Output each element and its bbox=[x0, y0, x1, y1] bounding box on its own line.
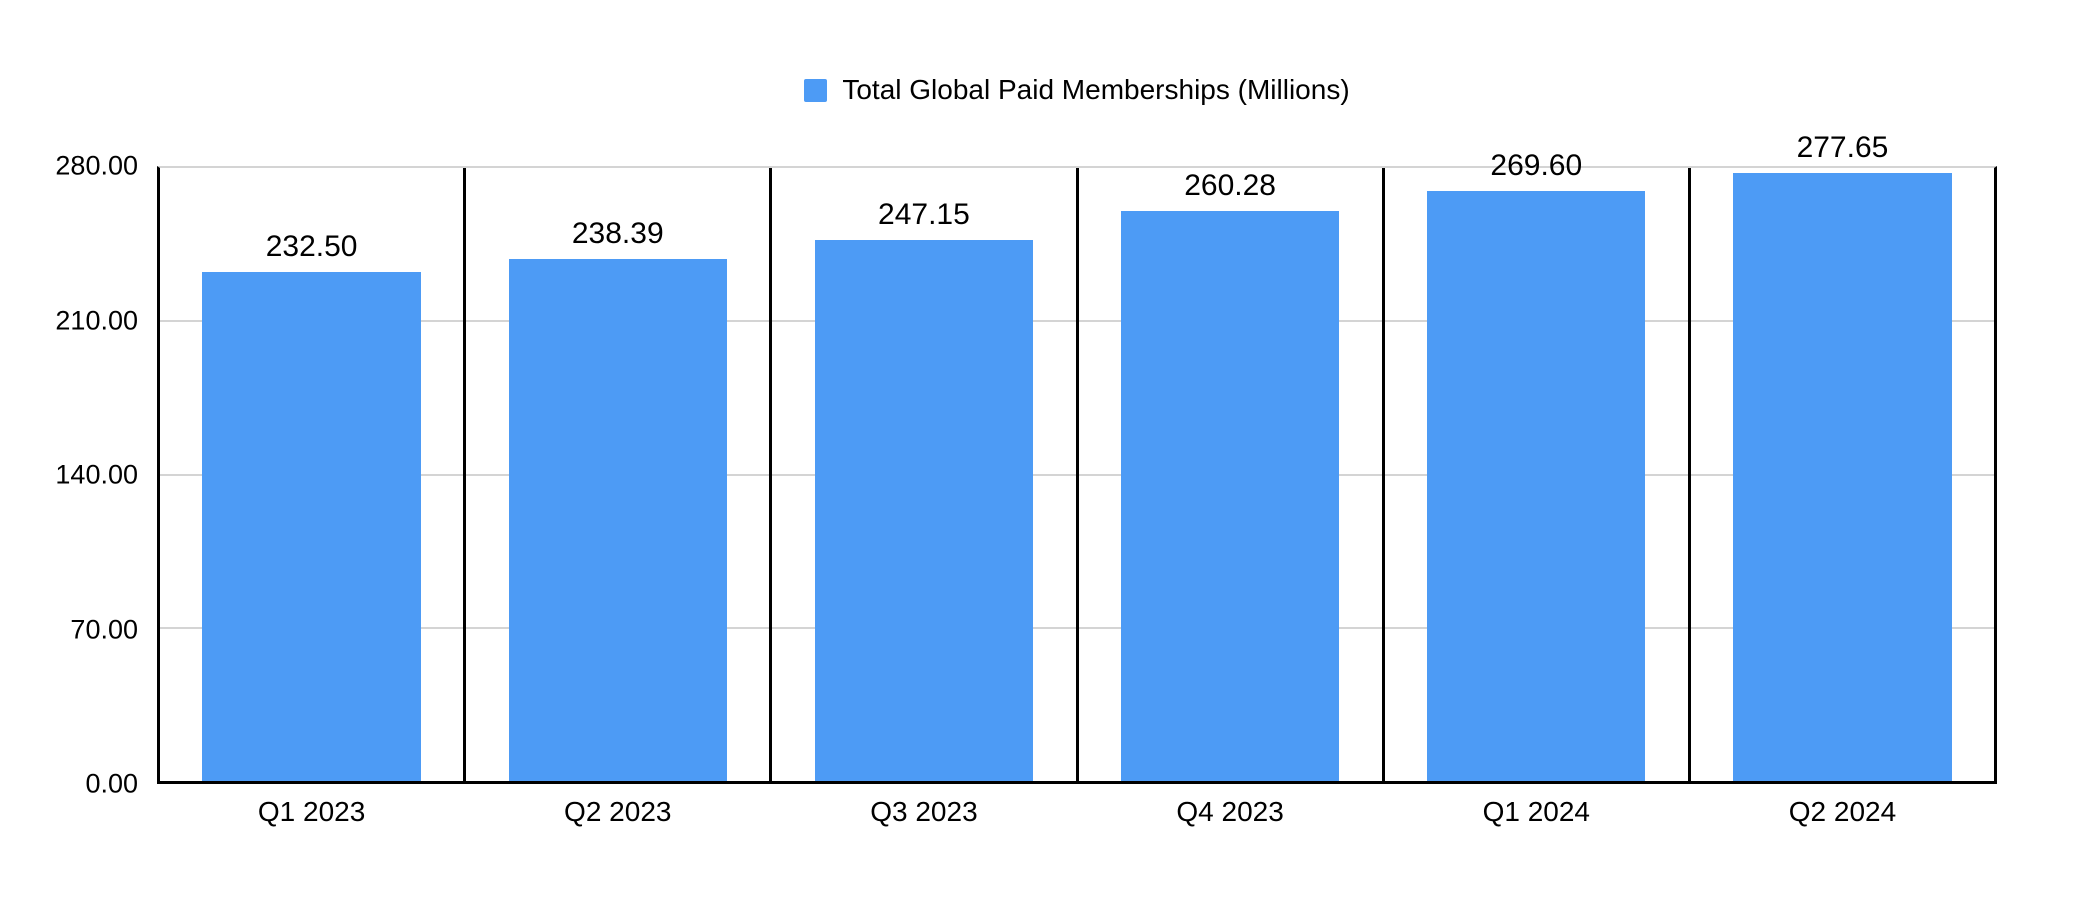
legend-swatch-icon bbox=[804, 78, 828, 102]
bar bbox=[1733, 173, 1952, 781]
x-axis-label: Q2 2023 bbox=[564, 796, 672, 827]
bar-group: 269.60 Q1 2024 bbox=[1385, 150, 1691, 826]
y-tick-label: 70.00 bbox=[70, 614, 138, 644]
bar-value-label: 277.65 bbox=[1796, 131, 1889, 165]
y-axis: 0.00 70.00 140.00 210.00 280.00 bbox=[0, 152, 138, 797]
bar-group: 260.28 Q4 2023 bbox=[1079, 168, 1385, 826]
bar-groups: 232.50 Q1 2023 238.39 Q2 2023 247.15 Q3 … bbox=[160, 133, 1994, 826]
bar-group: 277.65 Q2 2024 bbox=[1691, 133, 1994, 826]
bar-value-label: 238.39 bbox=[571, 217, 664, 251]
bar bbox=[508, 259, 727, 781]
bar-group: 232.50 Q1 2023 bbox=[160, 168, 467, 826]
bar-group: 247.15 Q3 2023 bbox=[772, 168, 1079, 826]
bar-value-label: 232.50 bbox=[265, 230, 358, 263]
x-axis-label: Q4 2023 bbox=[1176, 796, 1284, 827]
bar bbox=[814, 239, 1034, 781]
bar bbox=[1427, 190, 1646, 781]
x-axis-label: Q2 2024 bbox=[1788, 796, 1897, 827]
x-axis-label: Q3 2023 bbox=[870, 796, 978, 827]
bar-value-label: 247.15 bbox=[878, 197, 970, 231]
x-axis-label: Q1 2023 bbox=[257, 796, 366, 827]
y-tick-label: 280.00 bbox=[55, 150, 138, 181]
legend-label: Total Global Paid Memberships (Millions) bbox=[842, 74, 1350, 105]
bar-value-label: 260.28 bbox=[1184, 169, 1276, 203]
y-tick-label: 210.00 bbox=[55, 305, 138, 335]
y-tick-label: 0.00 bbox=[85, 768, 138, 799]
plot-area: 232.50 Q1 2023 238.39 Q2 2023 247.15 Q3 … bbox=[157, 133, 1997, 826]
bar bbox=[202, 272, 421, 781]
x-axis-label: Q1 2024 bbox=[1482, 796, 1590, 827]
legend: Total Global Paid Memberships (Millions) bbox=[157, 76, 1997, 104]
y-tick-label: 140.00 bbox=[55, 459, 138, 490]
bar-group: 238.39 Q2 2023 bbox=[466, 168, 773, 826]
bar-value-label: 269.60 bbox=[1490, 148, 1583, 182]
bar bbox=[1120, 211, 1340, 781]
